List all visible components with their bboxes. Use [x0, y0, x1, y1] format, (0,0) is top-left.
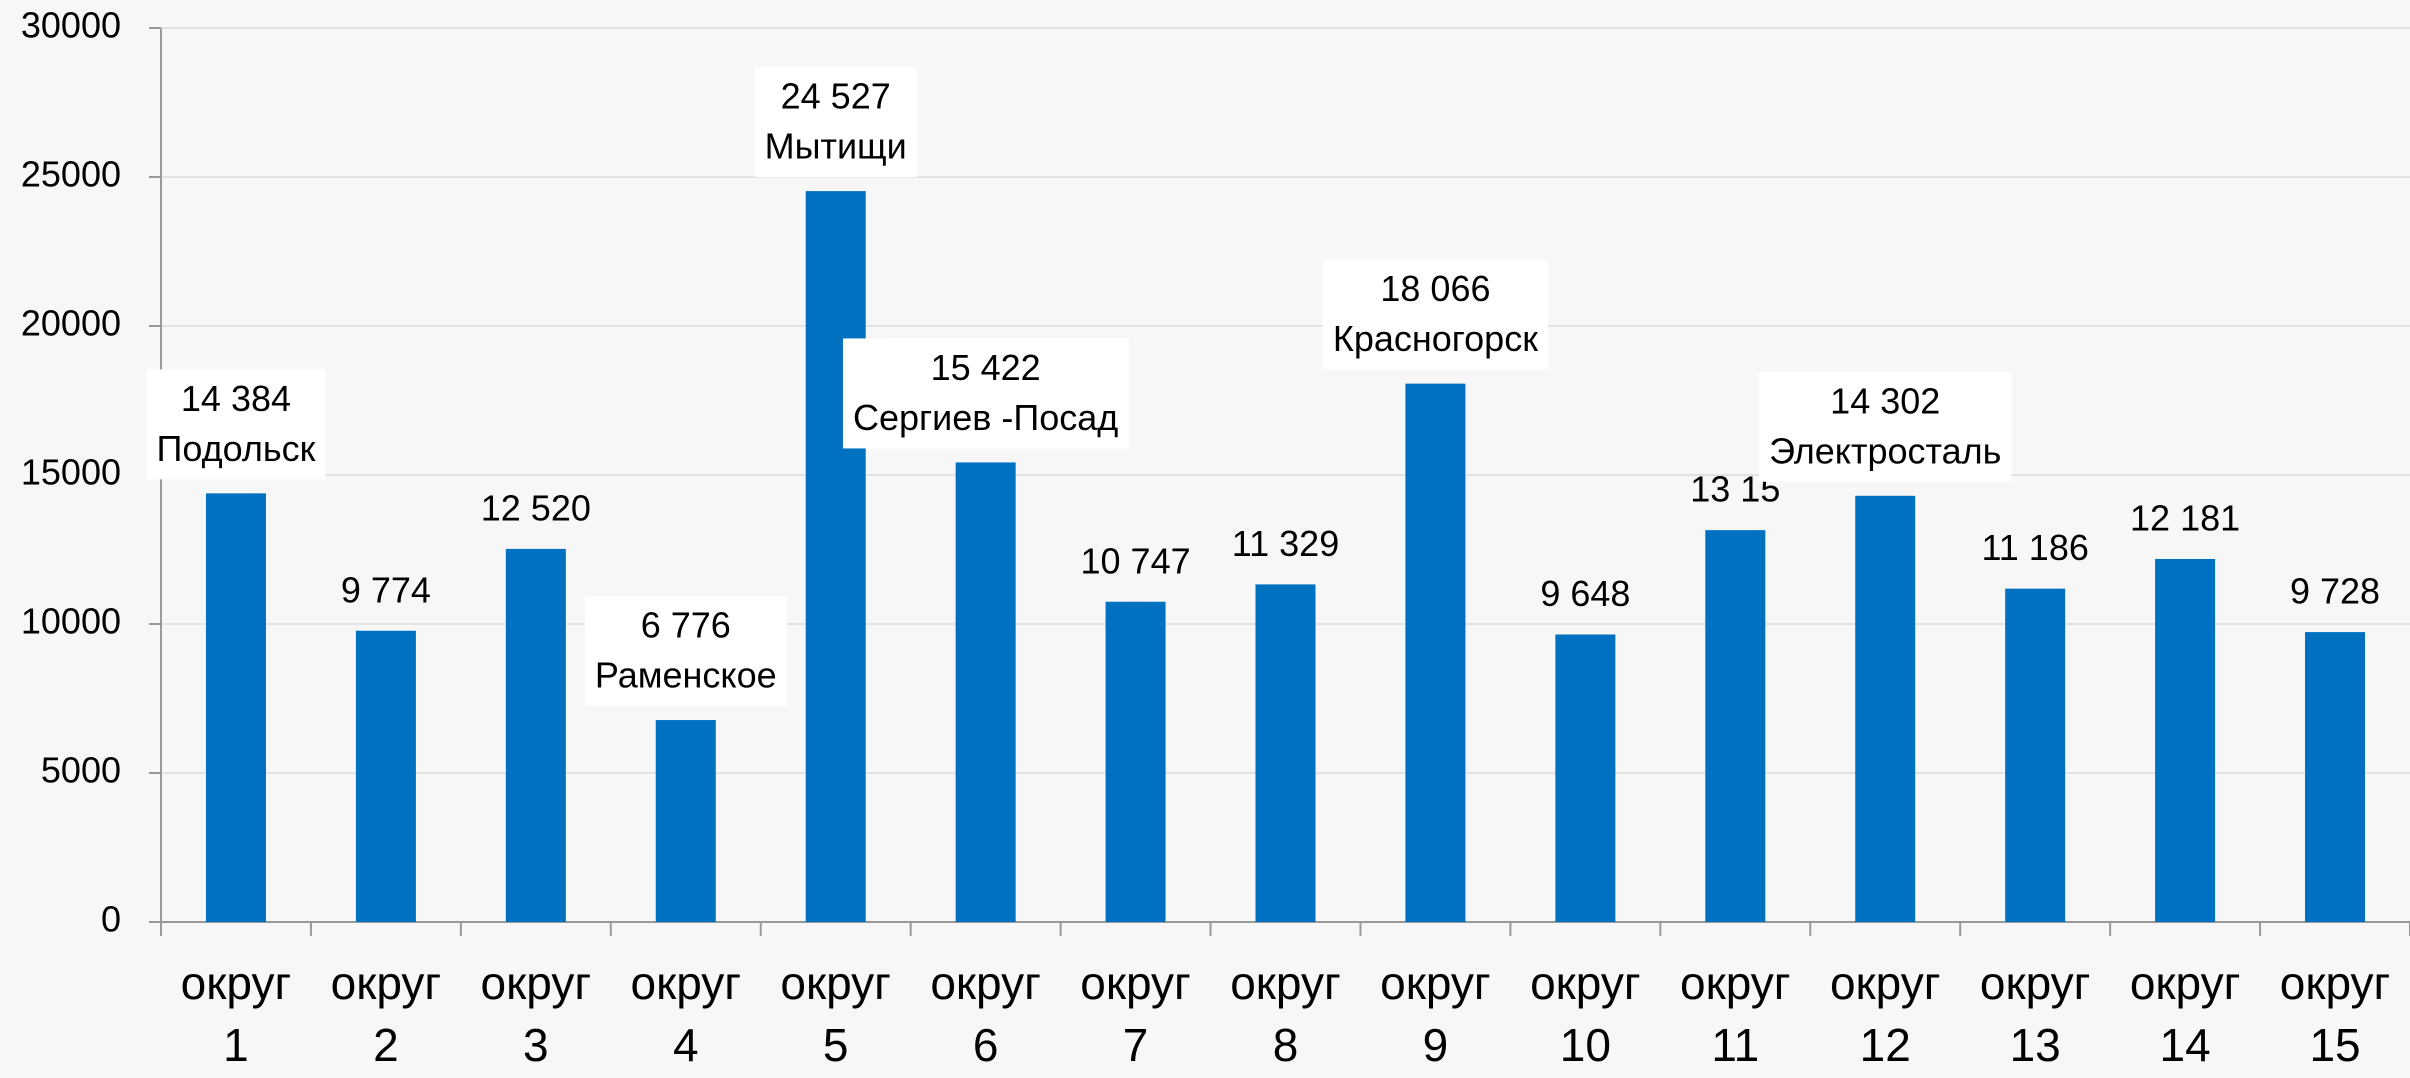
x-tick-label: округ 15 [2279, 957, 2391, 1071]
annotation-box: 6 776 Раменское [584, 596, 787, 707]
label-box [146, 369, 326, 480]
annotation: Сергиев -Посад [853, 397, 1118, 438]
x-tick-label: округ 2 [330, 957, 442, 1071]
data-label: 9 648 [1540, 573, 1630, 614]
bar [1105, 601, 1166, 922]
annotation-box: 24 527 Мытищи [754, 67, 917, 178]
x-tick-label: округ 8 [1230, 957, 1341, 1071]
data-label: 10 747 [1081, 540, 1191, 581]
x-tick-label: округ 6 [930, 957, 1041, 1071]
y-tick-label: 25000 [21, 154, 121, 195]
y-tick-label: 30000 [21, 5, 121, 46]
y-tick-label: 15000 [21, 452, 121, 493]
annotation-box: 14 384 Подольск [146, 369, 326, 480]
bar [1705, 530, 1766, 922]
bar [655, 720, 716, 922]
annotation: Электросталь [1769, 430, 2001, 471]
data-label: 12 520 [481, 487, 591, 528]
data-label: 6 776 [641, 605, 731, 646]
annotation: Мытищи [765, 126, 907, 167]
x-tick-label: округ 9 [1380, 957, 1491, 1071]
x-tick-label: округ 1 [180, 957, 292, 1071]
x-tick-label: округ 4 [630, 957, 742, 1071]
label-box [584, 596, 787, 707]
annotation: Красногорск [1333, 318, 1538, 359]
annotation: Раменское [595, 655, 777, 696]
data-label: 15 422 [931, 347, 1041, 388]
bar [955, 462, 1016, 922]
data-label: 12 181 [2130, 498, 2240, 539]
x-tick-label: округ 3 [480, 957, 592, 1071]
data-label: 11 329 [1232, 523, 1339, 564]
bar [1405, 383, 1466, 923]
bar [805, 191, 866, 922]
x-tick-label: округ 5 [780, 957, 891, 1071]
x-tick-label: округ 14 [2129, 957, 2241, 1071]
data-label: 9 774 [341, 569, 431, 610]
bar [1855, 495, 1916, 922]
x-tick-label: округ 11 [1680, 957, 1791, 1071]
x-tick-label: округ 13 [1979, 957, 2091, 1071]
bar [205, 493, 266, 922]
bar [2155, 559, 2216, 922]
bar [2005, 588, 2066, 922]
label-box [754, 67, 917, 178]
bar [1255, 584, 1316, 922]
x-tick-label: округ 10 [1530, 957, 1641, 1071]
label-box [842, 338, 1129, 449]
y-tick-label: 0 [101, 899, 121, 940]
annotation-box: 14 302 Электросталь [1759, 371, 2012, 482]
data-label: 14 302 [1830, 380, 1940, 421]
annotation-box: 18 066 Красногорск [1322, 259, 1548, 370]
data-label: 14 384 [181, 378, 291, 419]
data-label: 11 186 [1981, 527, 2088, 568]
x-tick-label: округ 12 [1829, 957, 1941, 1071]
y-tick-label: 20000 [21, 303, 121, 344]
data-label: 24 527 [781, 76, 891, 117]
annotation: Подольск [157, 428, 316, 469]
bar [1555, 634, 1616, 922]
y-tick-label: 5000 [41, 750, 121, 791]
data-label: 9 728 [2290, 571, 2380, 612]
bar [355, 630, 416, 922]
label-box [1759, 371, 2012, 482]
bar [2305, 632, 2366, 922]
data-label: 18 066 [1380, 268, 1490, 309]
annotation-box: 15 422 Сергиев -Посад [842, 338, 1129, 449]
y-tick-label: 10000 [21, 601, 121, 642]
x-tick-label: округ 7 [1080, 957, 1191, 1071]
bar [505, 548, 566, 922]
label-box [1322, 259, 1548, 370]
